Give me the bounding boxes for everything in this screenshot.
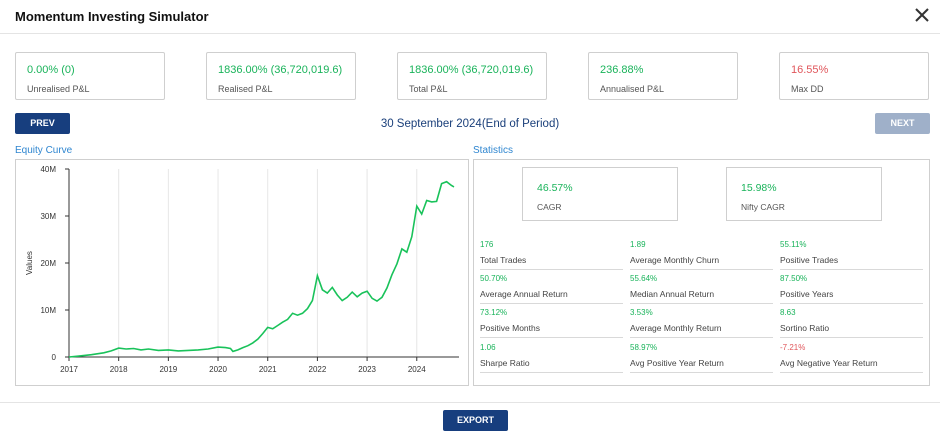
chart-axes (68, 169, 459, 358)
total-pnl-card: 1836.00% (36,720,019.6) Total P&L (397, 52, 547, 100)
stat-value: -7.21% (780, 343, 806, 352)
y-tick-label: 20M (40, 259, 56, 268)
total-pnl-label: Total P&L (409, 84, 448, 94)
stat-median-annual-return: 55.64% Median Annual Return (630, 274, 773, 304)
statistics-title: Statistics (473, 145, 514, 156)
chart-ticks: 2017 2018 2019 2020 2021 2022 2023 2024 0 10M 20M 3… (40, 165, 426, 374)
chart-grid (68, 169, 418, 357)
equity-curve-chart: 2017 2018 2019 2020 2021 2022 2023 2024 0 10M 20M 3… (25, 165, 459, 374)
x-tick-label: 2023 (358, 365, 376, 374)
modal-footer (0, 402, 940, 403)
stat-label: Positive Months (480, 323, 540, 333)
stat-positive-years: 87.50% Positive Years (780, 274, 923, 304)
x-tick-label: 2020 (209, 365, 227, 374)
stat-value: 55.64% (630, 274, 658, 283)
stat-total-trades: 176 Total Trades (480, 240, 623, 270)
unrealised-pnl-value: 0.00% (0) (27, 64, 75, 76)
stat-value: 55.11% (780, 240, 807, 249)
unrealised-pnl-label: Unrealised P&L (27, 84, 90, 94)
nifty-cagr-card: 15.98% Nifty CAGR (726, 167, 882, 221)
y-axis-label: Values (25, 251, 34, 275)
stat-value: 1.89 (630, 240, 646, 249)
stat-label: Sortino Ratio (780, 323, 830, 333)
x-tick-label: 2022 (309, 365, 327, 374)
stat-label: Average Annual Return (480, 289, 568, 299)
y-tick-label: 40M (40, 165, 56, 174)
stat-label: Avg Negative Year Return (780, 358, 878, 368)
x-tick-label: 2018 (110, 365, 128, 374)
stat-value: 176 (480, 240, 494, 249)
max-dd-card: 16.55% Max DD (779, 52, 929, 100)
unrealised-pnl-card: 0.00% (0) Unrealised P&L (15, 52, 165, 100)
y-tick-label: 10M (40, 306, 56, 315)
next-button[interactable]: NEXT (875, 113, 930, 134)
total-pnl-value: 1836.00% (36,720,019.6) (409, 64, 534, 76)
stat-value: 73.12% (480, 308, 508, 317)
max-dd-value: 16.55% (791, 64, 829, 76)
nifty-cagr-value: 15.98% (741, 182, 777, 194)
stat-label: Positive Trades (780, 255, 839, 265)
stat-label: Average Monthly Churn (630, 255, 720, 265)
nifty-cagr-label: Nifty CAGR (741, 202, 785, 212)
close-icon[interactable] (910, 3, 934, 27)
stat-label: Average Monthly Return (630, 323, 722, 333)
cagr-value: 46.57% (537, 182, 573, 194)
stat-average-monthly-churn: 1.89 Average Monthly Churn (630, 240, 773, 270)
stat-positive-trades: 55.11% Positive Trades (780, 240, 923, 270)
stat-value: 8.63 (780, 308, 796, 317)
annualised-pnl-label: Annualised P&L (600, 84, 665, 94)
x-tick-label: 2017 (60, 365, 78, 374)
stat-average-monthly-return: 3.53% Average Monthly Return (630, 308, 773, 338)
stat-sharpe-ratio: 1.06 Sharpe Ratio (480, 343, 623, 373)
stat-value: 1.06 (480, 343, 496, 352)
cagr-label: CAGR (537, 202, 562, 212)
equity-line (68, 180, 455, 358)
stat-sortino-ratio: 8.63 Sortino Ratio (780, 308, 923, 338)
y-tick-label: 0 (52, 353, 57, 362)
stat-value: 58.97% (630, 343, 658, 352)
max-dd-label: Max DD (791, 84, 824, 94)
x-tick-label: 2024 (408, 365, 426, 374)
stat-label: Avg Positive Year Return (630, 358, 724, 368)
stat-value: 87.50% (780, 274, 808, 283)
period-label: 30 September 2024(End of Period) (380, 118, 560, 130)
stat-avg-negative-year-return: -7.21% Avg Negative Year Return (780, 343, 923, 373)
annualised-pnl-card: 236.88% Annualised P&L (588, 52, 738, 100)
y-tick-label: 30M (40, 212, 56, 221)
annualised-pnl-value: 236.88% (600, 64, 644, 76)
x-tick-label: 2019 (159, 365, 177, 374)
prev-button[interactable]: PREV (15, 113, 70, 134)
stat-label: Positive Years (780, 289, 834, 299)
stat-avg-positive-year-return: 58.97% Avg Positive Year Return (630, 343, 773, 373)
export-button[interactable]: EXPORT (443, 410, 508, 431)
stat-positive-months: 73.12% Positive Months (480, 308, 623, 338)
modal-header: Momentum Investing Simulator (0, 0, 940, 34)
realised-pnl-card: 1836.00% (36,720,019.6) Realised P&L (206, 52, 356, 100)
realised-pnl-label: Realised P&L (218, 84, 273, 94)
stat-average-annual-return: 50.70% Average Annual Return (480, 274, 623, 304)
stat-value: 50.70% (480, 274, 508, 283)
stat-label: Total Trades (480, 255, 527, 265)
equity-curve-title: Equity Curve (15, 145, 73, 156)
equity-curve-panel: 2017 2018 2019 2020 2021 2022 2023 2024 0 10M 20M 3… (15, 159, 469, 386)
stat-label: Sharpe Ratio (480, 358, 530, 368)
stat-value: 3.53% (630, 308, 653, 317)
realised-pnl-value: 1836.00% (36,720,019.6) (218, 64, 343, 76)
x-tick-label: 2021 (259, 365, 277, 374)
modal-title: Momentum Investing Simulator (15, 9, 209, 24)
stat-label: Median Annual Return (630, 289, 715, 299)
cagr-card: 46.57% CAGR (522, 167, 678, 221)
